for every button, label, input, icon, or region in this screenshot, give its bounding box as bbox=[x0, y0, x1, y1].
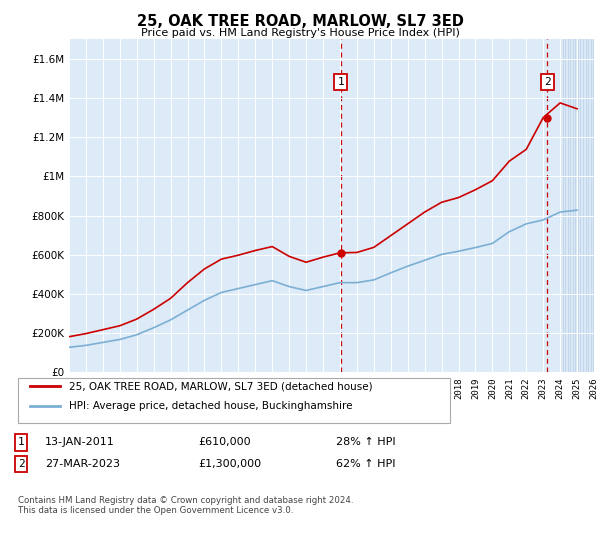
Text: 1: 1 bbox=[17, 437, 25, 447]
Text: Contains HM Land Registry data © Crown copyright and database right 2024.
This d: Contains HM Land Registry data © Crown c… bbox=[18, 496, 353, 515]
Text: 25, OAK TREE ROAD, MARLOW, SL7 3ED (detached house): 25, OAK TREE ROAD, MARLOW, SL7 3ED (deta… bbox=[69, 381, 373, 391]
Text: Price paid vs. HM Land Registry's House Price Index (HPI): Price paid vs. HM Land Registry's House … bbox=[140, 28, 460, 38]
Text: 25, OAK TREE ROAD, MARLOW, SL7 3ED: 25, OAK TREE ROAD, MARLOW, SL7 3ED bbox=[137, 14, 463, 29]
Bar bbox=[560, 39, 594, 372]
Text: £610,000: £610,000 bbox=[198, 437, 251, 447]
Text: 62% ↑ HPI: 62% ↑ HPI bbox=[336, 459, 395, 469]
Text: £1,300,000: £1,300,000 bbox=[198, 459, 261, 469]
Text: 27-MAR-2023: 27-MAR-2023 bbox=[45, 459, 120, 469]
Text: 2: 2 bbox=[544, 77, 550, 87]
Text: 2: 2 bbox=[17, 459, 25, 469]
Text: 28% ↑ HPI: 28% ↑ HPI bbox=[336, 437, 395, 447]
Text: 13-JAN-2011: 13-JAN-2011 bbox=[45, 437, 115, 447]
Text: HPI: Average price, detached house, Buckinghamshire: HPI: Average price, detached house, Buck… bbox=[69, 401, 353, 411]
Text: 1: 1 bbox=[337, 77, 344, 87]
